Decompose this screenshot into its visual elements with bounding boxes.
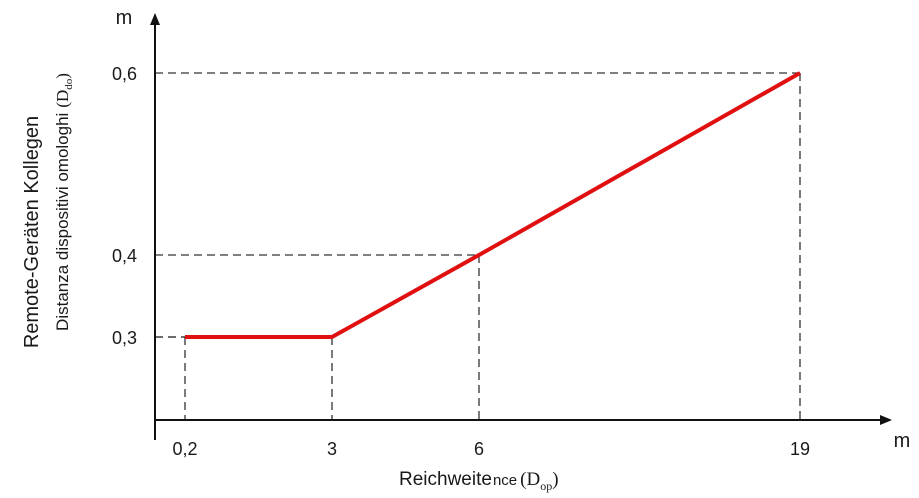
y-axis-title-secondary-subscript: do	[63, 78, 75, 90]
x-axis-title-main: Reichweite	[399, 469, 492, 490]
y-axis-unit: m	[116, 7, 133, 29]
x-axis-title-tail: nce	[493, 472, 517, 489]
x-axis-title: Reichweitence (Dop)	[399, 469, 559, 493]
guide-lines	[155, 72, 801, 420]
x-tick-labels: 0,2 3 6 19	[172, 439, 810, 459]
y-tick-label-0-3: 0,3	[112, 328, 137, 348]
x-tick-label-19: 19	[790, 439, 810, 459]
x-tick-label-3: 3	[327, 439, 337, 459]
y-axis-title-secondary-paren-open: (	[53, 102, 72, 108]
y-tick-label-0-6: 0,6	[112, 64, 137, 84]
y-axis-title-secondary-text: Distanza dispositivi omologhi	[53, 113, 72, 331]
y-tick-labels: 0,3 0,4 0,6	[112, 64, 137, 348]
x-axis-unit: m	[894, 430, 911, 452]
y-axis-title: Remote-Geräten Kollegen	[21, 116, 43, 348]
x-tick-label-6: 6	[474, 439, 484, 459]
x-axis-title-paren-close: )	[552, 469, 558, 490]
x-tick-label-0-2: 0,2	[172, 439, 197, 459]
y-axis-title-secondary-symbol: D	[53, 90, 72, 102]
y-axis-title-secondary-paren-close: )	[53, 73, 72, 79]
x-axis-title-paren-open: (	[520, 469, 526, 490]
x-axis-title-subscript: op	[540, 479, 552, 493]
series-line	[185, 71, 801, 339]
x-axis-title-symbol: D	[526, 469, 540, 490]
y-tick-label-0-4: 0,4	[112, 246, 137, 266]
y-axis-title-secondary: Distanza dispositivi omologhi (Ddo)	[53, 73, 75, 331]
